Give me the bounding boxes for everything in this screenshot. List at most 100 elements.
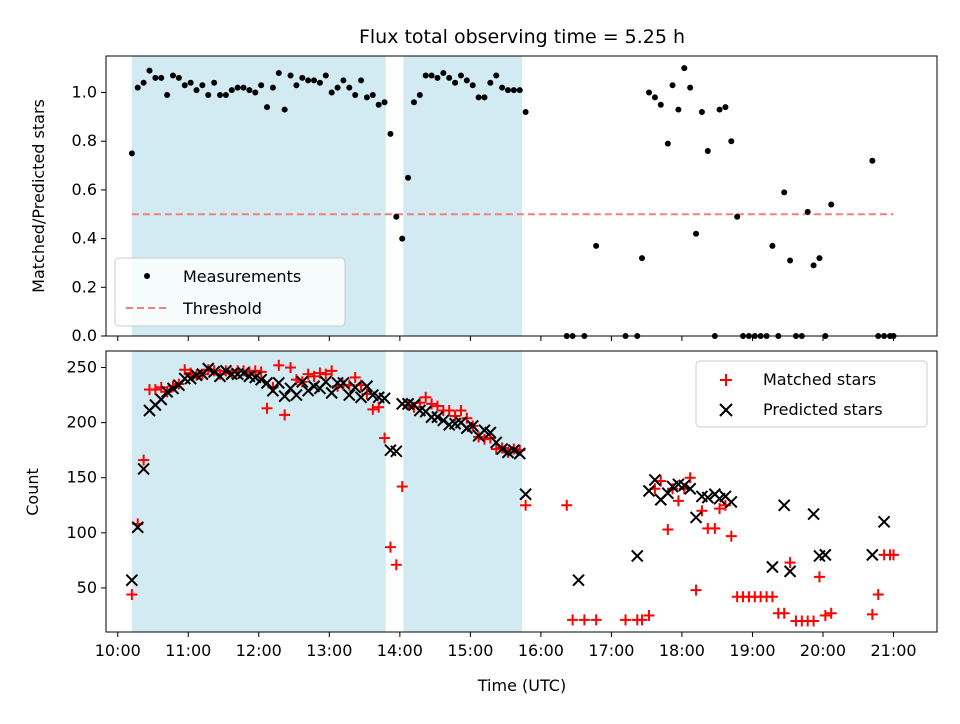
matched-star-point [520, 499, 532, 511]
matched-star-point [490, 443, 502, 455]
y-tick-label: 100 [66, 523, 97, 542]
matched-star-point [808, 615, 820, 627]
predicted-star-point [360, 380, 374, 393]
measurement-point [687, 84, 694, 91]
measurement-point [169, 72, 176, 79]
measurement-point [340, 77, 347, 84]
measurement-point [669, 82, 676, 89]
measurement-point [487, 79, 494, 86]
matched-star-point [766, 591, 778, 603]
measurement-point [781, 189, 788, 196]
matched-star-point [326, 365, 338, 377]
measurement-point [769, 242, 776, 249]
predicted-star-point [807, 507, 820, 521]
matched-star-point [567, 614, 579, 626]
measurement-point [316, 79, 323, 86]
measurement-point [393, 213, 400, 220]
measurement-point [258, 82, 265, 89]
x-tick-label: 21:00 [870, 641, 916, 660]
measurement-point [510, 87, 517, 94]
measurement-point [463, 77, 470, 84]
measurement-point [334, 84, 341, 91]
measurement-point [428, 72, 435, 79]
measurement-point [399, 235, 406, 242]
measurement-point [804, 208, 811, 215]
measurement-point [810, 262, 817, 269]
matched-star-point [285, 362, 297, 374]
matched-star-point [155, 381, 167, 393]
predicted-star-point [766, 560, 779, 574]
measurement-point [328, 89, 335, 96]
matched-star-point [279, 409, 291, 421]
matched-star-point [149, 384, 161, 396]
legend-measurements-label: Measurements [183, 267, 301, 286]
measurement-point [452, 79, 459, 86]
measurement-point [222, 91, 229, 98]
measurement-point [410, 99, 417, 106]
matched-star-point [662, 524, 674, 536]
matched-star-point [449, 410, 461, 422]
predicted-star-point [278, 389, 291, 403]
measurement-point [457, 72, 464, 79]
predicted-star-point [678, 479, 691, 492]
measurement-point [175, 74, 182, 81]
measurement-point [287, 72, 294, 79]
matched-star-point [684, 472, 696, 484]
matched-star-point [420, 391, 432, 403]
matched-star-point [725, 530, 737, 542]
matched-star-point [636, 614, 648, 626]
x-tick-label: 17:00 [588, 641, 634, 660]
legend-threshold-label: Threshold [182, 299, 262, 318]
measurement-point [299, 74, 306, 81]
measurement-point [422, 72, 429, 79]
measurement-point [217, 91, 224, 98]
predicted-star-point [225, 367, 238, 381]
predicted-star-point [683, 482, 697, 495]
matched-star-point [672, 495, 684, 507]
matched-star-point [872, 589, 884, 601]
y-tick-label: 0.8 [72, 131, 97, 150]
measurement-point [358, 77, 365, 84]
predicted-star-point [495, 442, 509, 456]
x-axis-label: Time (UTC) [477, 676, 566, 695]
measurement-point [158, 74, 165, 81]
matched-star-point [690, 584, 702, 596]
measurement-point [363, 94, 370, 101]
matched-star-point [320, 368, 332, 380]
measurement-point [369, 91, 376, 98]
x-tick-label: 11:00 [165, 641, 211, 660]
measurement-point [375, 101, 382, 108]
predicted-star-point [237, 366, 250, 380]
predicted-star-point [137, 462, 150, 476]
predicted-star-point [642, 484, 656, 498]
measurement-point [405, 174, 412, 181]
x-tick-label: 20:00 [800, 641, 846, 660]
x-tick-label: 14:00 [377, 641, 423, 660]
y-tick-label: 50 [77, 578, 97, 597]
matched-star-point [443, 405, 455, 417]
predicted-star-point [337, 376, 350, 390]
measurement-point [869, 157, 876, 164]
measurement-point [269, 84, 276, 91]
predicted-star-point [425, 410, 438, 424]
measurement-point [264, 104, 271, 111]
measurement-point [828, 201, 835, 208]
predicted-star-point [866, 548, 879, 562]
measurement-point [187, 79, 194, 86]
predicted-star-point [155, 393, 168, 406]
matched-star-point [590, 614, 602, 626]
predicted-star-point [661, 486, 675, 500]
measurement-point [657, 101, 664, 108]
matched-star-point [696, 505, 708, 517]
matched-star-point [714, 503, 726, 515]
predicted-star-point [219, 364, 233, 378]
legend-measurements-marker [144, 273, 150, 279]
measurement-point [205, 91, 212, 98]
measurement-point [681, 65, 688, 72]
measurement-point [722, 104, 729, 111]
legend-matched-label: Matched stars [763, 370, 876, 389]
measurement-point [638, 255, 645, 262]
legend-matched-marker [720, 374, 732, 386]
predicted-star-point [701, 491, 715, 504]
predicted-star-point [184, 372, 197, 385]
